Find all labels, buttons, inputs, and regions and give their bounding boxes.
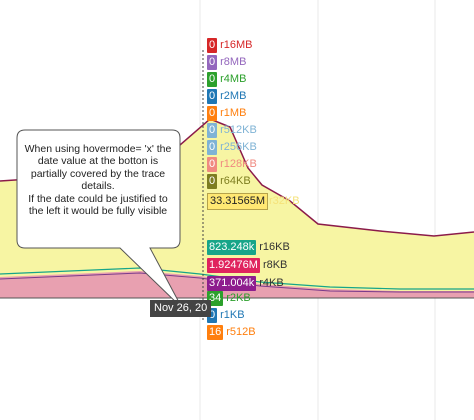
line-r4kb <box>0 272 474 293</box>
hover-label-r32kb: 33.31565M <box>207 193 269 210</box>
line-r32kb <box>0 118 474 237</box>
hover-label-r4kb: 371.004k r4KB <box>207 276 284 291</box>
hover-label-r16kb: 823.248k r16KB <box>207 240 290 255</box>
hover-label-r32kb-name: r32KB <box>269 195 300 207</box>
hover-label-r1kb: 0 r1KB <box>207 308 245 323</box>
hover-label-r1mb: 0 r1MB <box>207 106 247 121</box>
hover-label-r16mb: 0 r16MB <box>207 38 253 53</box>
callout-text: When using hovermode= 'x' the date value… <box>24 143 172 218</box>
callout-bubble <box>16 129 183 309</box>
hover-label-r2kb: 34 r2KB <box>207 291 251 306</box>
hover-label-r64kb: 0 r64KB <box>207 174 251 189</box>
hover-label-r4mb: 0 r4MB <box>207 72 247 87</box>
hover-label-r512b: 16 r512B <box>207 325 256 340</box>
hover-label-r8mb: 0 r8MB <box>207 55 247 70</box>
hover-label-r512kb: 0 r512KB <box>207 123 257 138</box>
x-hover-date-label: Nov 26, 20 <box>150 300 212 317</box>
hover-label-r8kb: 1.92476M r8KB <box>207 258 288 273</box>
hover-label-r128kb: 0 r128KB <box>207 157 257 172</box>
hover-label-r2mb: 0 r2MB <box>207 89 247 104</box>
hover-label-r256kb: 0 r256KB <box>207 140 257 155</box>
